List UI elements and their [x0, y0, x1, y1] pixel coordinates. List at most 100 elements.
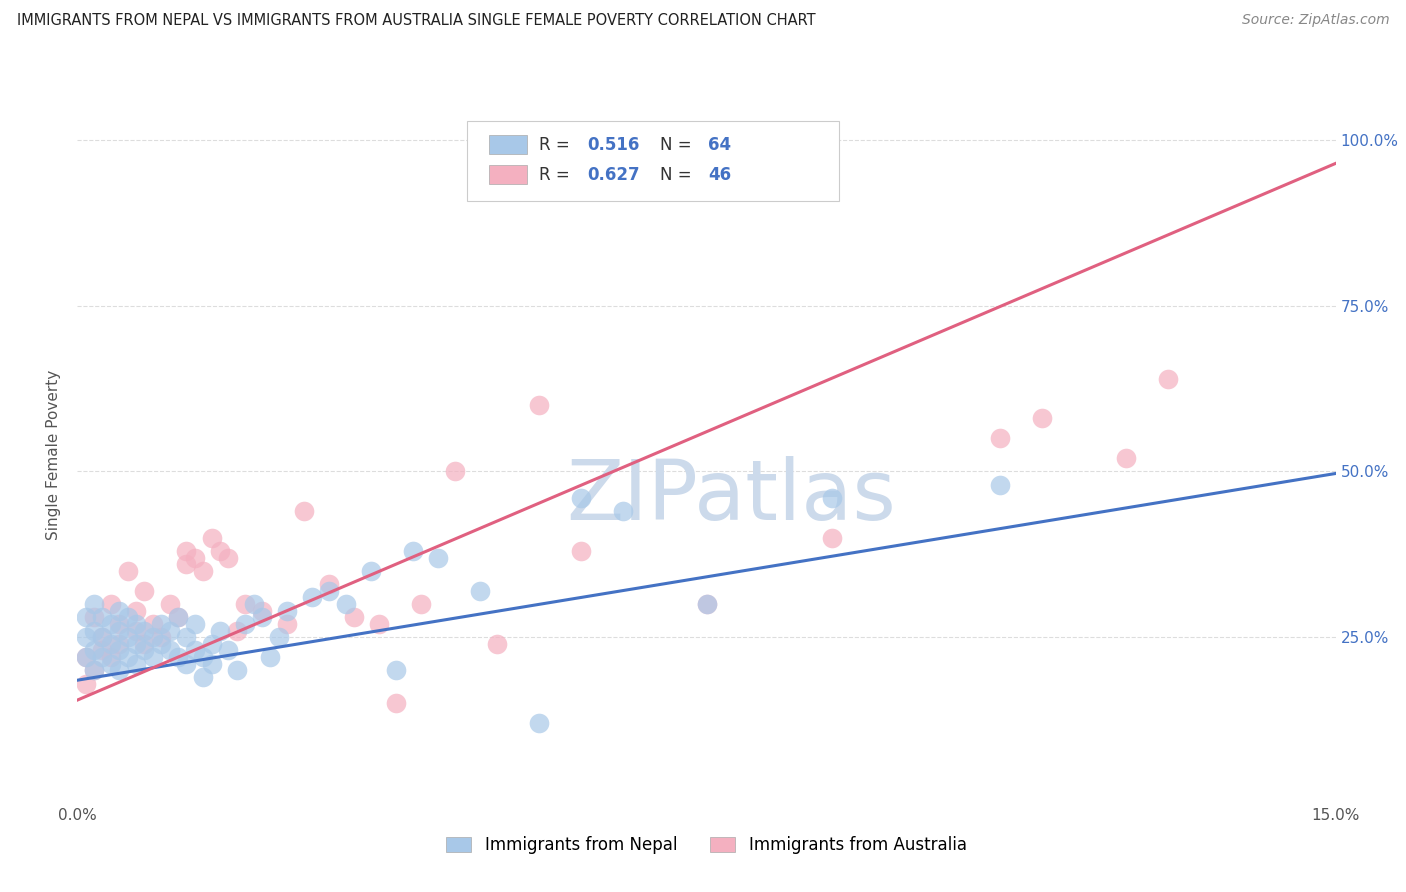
Point [343, 610, 366, 624]
Point [176, 558, 198, 572]
Point [184, 643, 207, 657]
Point [134, 624, 156, 638]
Point [318, 577, 340, 591]
Point [142, 630, 165, 644]
Point [117, 630, 139, 644]
Text: IMMIGRANTS FROM NEPAL VS IMMIGRANTS FROM AUSTRALIA SINGLE FEMALE POVERTY CORRELA: IMMIGRANTS FROM NEPAL VS IMMIGRANTS FROM… [17, 13, 815, 29]
Point [134, 637, 156, 651]
Point [125, 604, 148, 618]
Point [75, 650, 97, 665]
Point [75, 650, 97, 665]
Point [159, 597, 181, 611]
Point [696, 597, 718, 611]
Point [191, 650, 215, 665]
Point [100, 650, 122, 665]
Point [159, 643, 181, 657]
Legend: Immigrants from Nepal, Immigrants from Australia: Immigrants from Nepal, Immigrants from A… [440, 830, 973, 861]
Point [360, 564, 382, 578]
Point [83, 597, 105, 611]
Point [83, 624, 105, 638]
Point [108, 616, 131, 631]
Point [91, 630, 114, 644]
Point [191, 564, 215, 578]
Point [276, 616, 298, 631]
FancyBboxPatch shape [467, 121, 838, 201]
Point [125, 637, 148, 651]
Text: R =: R = [538, 166, 575, 184]
Point [176, 657, 198, 671]
Point [108, 643, 131, 657]
Point [83, 663, 105, 677]
Point [150, 630, 173, 644]
Point [91, 650, 114, 665]
Point [200, 657, 222, 671]
Point [233, 616, 256, 631]
Point [217, 643, 239, 657]
Point [108, 604, 131, 618]
Point [988, 477, 1011, 491]
Point [988, 431, 1011, 445]
Point [444, 465, 467, 479]
Text: 0.627: 0.627 [586, 166, 640, 184]
Point [217, 550, 239, 565]
Point [91, 610, 114, 624]
Text: N =: N = [659, 166, 697, 184]
Point [468, 583, 491, 598]
Point [527, 398, 550, 412]
Point [233, 597, 256, 611]
Point [108, 637, 131, 651]
Point [75, 610, 97, 624]
Point [385, 697, 408, 711]
Point [427, 550, 450, 565]
Point [134, 643, 156, 657]
Point [385, 663, 408, 677]
Point [150, 637, 173, 651]
Point [208, 624, 231, 638]
Point [184, 550, 207, 565]
FancyBboxPatch shape [489, 135, 527, 154]
Point [142, 650, 165, 665]
Point [821, 491, 844, 505]
Point [150, 616, 173, 631]
Point [176, 630, 198, 644]
Point [200, 637, 222, 651]
Point [117, 610, 139, 624]
Y-axis label: Single Female Poverty: Single Female Poverty [46, 370, 62, 540]
Point [83, 643, 105, 657]
Point [569, 544, 592, 558]
Point [267, 630, 290, 644]
Point [200, 531, 222, 545]
Point [1157, 372, 1180, 386]
Point [612, 504, 634, 518]
Text: R =: R = [538, 136, 575, 153]
Point [108, 624, 131, 638]
Point [91, 643, 114, 657]
Point [75, 630, 97, 644]
Point [318, 583, 340, 598]
Point [821, 531, 844, 545]
Point [75, 676, 97, 690]
Point [167, 610, 190, 624]
Point [167, 650, 190, 665]
Point [83, 610, 105, 624]
Text: ZIPatlas: ZIPatlas [567, 456, 897, 537]
Text: 46: 46 [707, 166, 731, 184]
Point [100, 616, 122, 631]
Point [225, 624, 247, 638]
Point [184, 616, 207, 631]
Point [411, 597, 433, 611]
Point [100, 637, 122, 651]
Text: N =: N = [659, 136, 697, 153]
Text: 64: 64 [707, 136, 731, 153]
Point [91, 630, 114, 644]
Point [83, 663, 105, 677]
Point [292, 504, 315, 518]
Point [108, 663, 131, 677]
Point [1031, 411, 1053, 425]
Point [191, 670, 215, 684]
Point [259, 650, 281, 665]
Point [100, 597, 122, 611]
Point [402, 544, 425, 558]
Text: 0.516: 0.516 [586, 136, 640, 153]
Point [250, 610, 273, 624]
